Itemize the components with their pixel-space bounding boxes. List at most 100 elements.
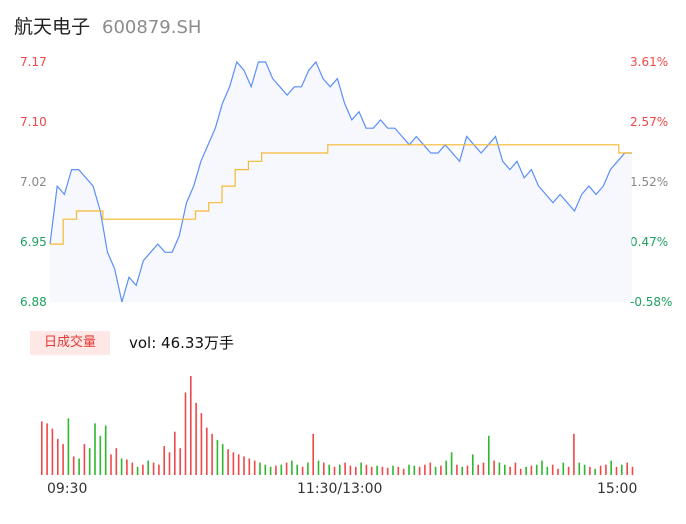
volume-bar bbox=[115, 448, 118, 475]
volume-bar bbox=[498, 462, 501, 475]
volume-bar bbox=[578, 462, 581, 475]
x-tick-label: 11:30/13:00 bbox=[297, 481, 383, 497]
volume-bar bbox=[514, 462, 517, 475]
volume-bar bbox=[594, 468, 596, 475]
volume-bar bbox=[392, 465, 394, 475]
volume-bar bbox=[142, 464, 144, 475]
volume-bar bbox=[333, 466, 336, 476]
volume-bar bbox=[323, 462, 325, 475]
volume-bar bbox=[493, 460, 495, 475]
volume-bar bbox=[99, 435, 102, 475]
volume-bar bbox=[152, 462, 155, 475]
volume-bar bbox=[243, 456, 245, 475]
volume-bar bbox=[461, 466, 463, 476]
volume-bar bbox=[216, 439, 219, 475]
volume-bar bbox=[504, 464, 506, 475]
volume-total: vol: 46.33万手 bbox=[129, 334, 234, 352]
volume-bar bbox=[147, 460, 149, 475]
volume-bar bbox=[530, 465, 533, 475]
volume-bar bbox=[264, 464, 267, 475]
volume-bar bbox=[589, 466, 591, 476]
volume-bar bbox=[408, 464, 410, 475]
y-right-tick: 2.57% bbox=[630, 115, 669, 129]
volume-bar bbox=[615, 466, 618, 476]
volume-bar bbox=[51, 428, 54, 475]
volume-bar bbox=[413, 465, 416, 475]
volume-bar bbox=[253, 460, 256, 475]
volume-bar bbox=[248, 458, 251, 475]
volume-bar bbox=[551, 464, 554, 475]
volume-bar bbox=[88, 448, 91, 475]
volume-bar bbox=[179, 448, 181, 475]
volume-bar bbox=[237, 454, 240, 475]
volume-bar bbox=[78, 458, 80, 475]
y-left-tick: 7.17 bbox=[20, 55, 47, 69]
volume-bar bbox=[440, 465, 442, 475]
volume-bar bbox=[456, 464, 458, 475]
y-right-tick: -0.58% bbox=[630, 295, 673, 309]
volume-badge: 日成交量 bbox=[30, 331, 110, 355]
volume-bar bbox=[525, 466, 527, 476]
volume-bar bbox=[301, 466, 304, 476]
volume-bar bbox=[285, 462, 288, 475]
volume-bar bbox=[227, 449, 229, 475]
volume-bar bbox=[190, 376, 192, 475]
volume-bar bbox=[610, 460, 612, 475]
volume-bar bbox=[46, 423, 48, 475]
volume-bar bbox=[317, 460, 320, 475]
volume-bar bbox=[429, 462, 432, 475]
y-right-tick: 3.61% bbox=[630, 55, 669, 69]
volume-bar bbox=[163, 446, 165, 475]
x-tick-label: 15:00 bbox=[597, 481, 638, 497]
volume-bar bbox=[120, 458, 123, 475]
volume-bar bbox=[296, 464, 298, 475]
volume-bar bbox=[626, 462, 628, 475]
volume-bar bbox=[424, 464, 426, 475]
volume-bar bbox=[605, 464, 607, 475]
volume-bar bbox=[418, 466, 421, 476]
y-left-tick: 7.02 bbox=[20, 175, 47, 189]
volume-bar bbox=[477, 464, 479, 475]
volume-bar bbox=[599, 465, 602, 475]
volume-bar bbox=[621, 464, 623, 475]
x-tick-label: 09:30 bbox=[47, 481, 88, 497]
volume-bar bbox=[370, 466, 373, 476]
volume-bar bbox=[136, 466, 139, 476]
price-area bbox=[50, 62, 632, 302]
stock-name: 航天电子 bbox=[14, 16, 91, 38]
volume-bar bbox=[83, 444, 86, 475]
volume-bar bbox=[381, 466, 384, 476]
volume-bar bbox=[41, 421, 43, 475]
volume-bar bbox=[450, 452, 453, 475]
average-line bbox=[50, 144, 632, 245]
volume-bar bbox=[488, 435, 490, 475]
volume-bar bbox=[546, 466, 549, 476]
volume-bar bbox=[291, 460, 293, 475]
volume-bar bbox=[280, 464, 283, 475]
volume-bar bbox=[583, 464, 586, 475]
volume-bar bbox=[195, 402, 197, 475]
volume-bar bbox=[232, 452, 235, 475]
y-left-tick: 7.10 bbox=[20, 115, 47, 129]
volume-bar bbox=[168, 452, 171, 475]
volume-bar bbox=[104, 425, 107, 475]
volume-bar bbox=[557, 468, 559, 475]
volume-bar bbox=[466, 465, 469, 475]
volume-bar bbox=[259, 462, 261, 475]
volume-bar bbox=[535, 464, 538, 475]
y-left-tick: 6.88 bbox=[20, 295, 47, 309]
volume-bar bbox=[472, 454, 474, 475]
volume-bar bbox=[365, 464, 368, 475]
y-right-tick: 0.47% bbox=[630, 235, 669, 249]
y-left-tick: 6.95 bbox=[20, 235, 47, 249]
volume-bar bbox=[200, 413, 203, 475]
volume-bar bbox=[562, 462, 565, 475]
volume-bar bbox=[445, 460, 447, 475]
volume-bar bbox=[110, 454, 112, 475]
y-right-tick: 1.52% bbox=[630, 175, 669, 189]
stock-title: 航天电子 600879.SH bbox=[14, 12, 201, 39]
volume-bar bbox=[541, 460, 543, 475]
volume-bar bbox=[328, 464, 330, 475]
volume-bar bbox=[174, 431, 176, 475]
